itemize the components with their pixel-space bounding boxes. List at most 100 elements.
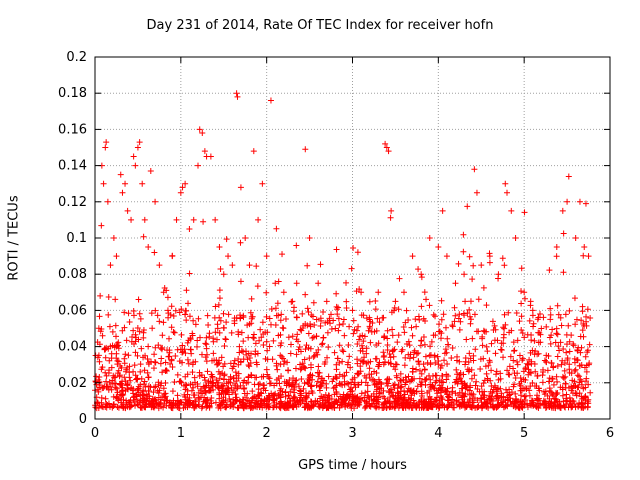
- data-point: [341, 378, 348, 385]
- data-point: [466, 253, 473, 260]
- data-point: [263, 338, 270, 345]
- x-tick-label: 3: [348, 426, 356, 441]
- data-point: [301, 364, 308, 371]
- data-point: [161, 394, 168, 401]
- data-point: [497, 375, 504, 382]
- data-point: [554, 378, 561, 385]
- data-point: [266, 315, 273, 322]
- data-point: [152, 344, 159, 351]
- data-point: [480, 327, 487, 334]
- data-point: [471, 166, 478, 173]
- data-point: [103, 400, 110, 407]
- data-point: [119, 189, 126, 196]
- data-point: [355, 381, 362, 388]
- data-point: [113, 385, 120, 392]
- data-point: [386, 351, 393, 358]
- data-point: [393, 374, 400, 381]
- data-point: [278, 400, 285, 407]
- data-point: [493, 371, 500, 378]
- data-point: [134, 352, 141, 359]
- data-point: [566, 394, 573, 401]
- data-point: [113, 355, 120, 362]
- data-point: [299, 360, 306, 367]
- data-point: [336, 321, 343, 328]
- data-point: [173, 216, 180, 223]
- data-point: [198, 386, 205, 392]
- y-axis-label: ROTI / TECUs: [6, 195, 22, 281]
- data-point: [535, 395, 542, 402]
- data-point: [306, 235, 313, 241]
- data-point: [580, 252, 587, 259]
- data-point: [248, 372, 255, 379]
- data-point: [548, 332, 555, 339]
- data-point: [136, 139, 143, 146]
- data-point: [380, 334, 387, 341]
- data-point: [578, 317, 585, 324]
- data-point: [182, 311, 189, 318]
- data-point: [351, 381, 358, 388]
- data-point: [475, 296, 482, 303]
- axis-ticks: 0 1 2 3 4 5 6 0 0.02 0.04 0.06 0.08 0.1 0.12 0.14 0.16 0…: [58, 50, 614, 441]
- data-point: [328, 311, 335, 318]
- data-point: [244, 322, 251, 329]
- data-point: [218, 354, 225, 361]
- data-point: [400, 324, 407, 331]
- data-point: [576, 379, 583, 386]
- data-point: [232, 391, 239, 398]
- data-point: [406, 404, 413, 411]
- data-point: [277, 393, 284, 400]
- data-point: [427, 343, 434, 350]
- data-point: [500, 393, 507, 400]
- data-point: [227, 360, 234, 367]
- data-point: [337, 381, 344, 388]
- data-point: [205, 379, 212, 386]
- data-point: [151, 249, 158, 256]
- data-point: [187, 346, 194, 353]
- data-point: [198, 351, 205, 358]
- data-point: [308, 312, 315, 319]
- data-point: [554, 390, 561, 397]
- data-point: [460, 371, 467, 378]
- data-point: [279, 324, 286, 331]
- data-point: [206, 333, 213, 340]
- data-point: [547, 305, 554, 312]
- data-point: [194, 337, 201, 344]
- data-point: [375, 394, 382, 401]
- data-point: [461, 271, 468, 278]
- data-point: [543, 352, 550, 359]
- data-point: [288, 341, 295, 348]
- data-point: [587, 389, 594, 396]
- data-point: [494, 337, 501, 344]
- data-point: [311, 321, 318, 328]
- data-point: [339, 373, 346, 380]
- data-point: [531, 337, 538, 344]
- data-point: [138, 375, 145, 382]
- data-point: [119, 384, 126, 391]
- data-point: [96, 313, 103, 320]
- data-point: [255, 392, 262, 399]
- data-point: [428, 400, 435, 407]
- data-point: [483, 400, 490, 407]
- data-point: [170, 328, 177, 335]
- data-point: [370, 377, 377, 384]
- data-point: [390, 363, 397, 370]
- data-point: [462, 361, 469, 368]
- data-point: [413, 404, 420, 411]
- data-point: [380, 349, 387, 356]
- data-point: [559, 357, 566, 364]
- data-point: [182, 373, 189, 380]
- data-point: [230, 375, 237, 382]
- data-point: [554, 331, 561, 338]
- data-point: [501, 311, 508, 318]
- data-point: [449, 396, 456, 403]
- data-point: [258, 334, 265, 341]
- data-point: [192, 401, 199, 408]
- data-point: [517, 374, 524, 381]
- data-point: [352, 384, 359, 391]
- data-point: [273, 225, 280, 232]
- data-point: [504, 394, 511, 401]
- data-point: [492, 350, 499, 357]
- data-point: [336, 371, 343, 378]
- data-point: [109, 328, 116, 335]
- data-point: [152, 397, 159, 404]
